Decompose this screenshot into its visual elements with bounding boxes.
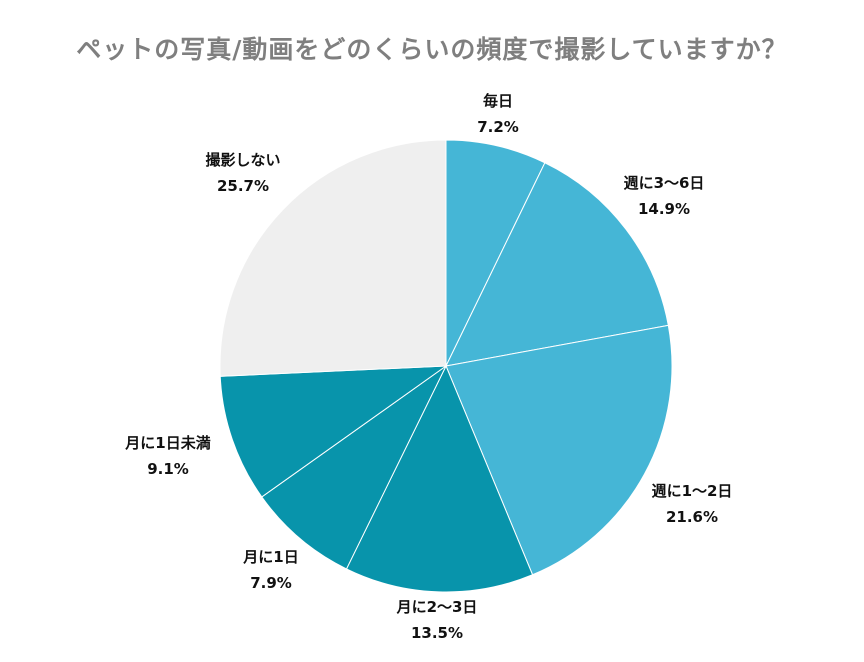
slice-label-name: 月に1日未満 — [125, 434, 211, 452]
slice-label-value: 14.9% — [637, 200, 691, 218]
pie-slice-never — [219, 139, 447, 377]
pie-slice-3-6-per-week — [445, 162, 669, 367]
slice-label-2-3-per-month: 月に2〜3日 13.5% — [397, 594, 478, 646]
pie-slice-2-3-per-month — [345, 364, 534, 593]
slice-label-value: 13.5% — [410, 624, 464, 642]
slice-label-name: 月に1日 — [243, 548, 299, 566]
slice-label-name: 毎日 — [482, 92, 514, 110]
slice-label-1-2-per-week: 週に1〜2日 21.6% — [652, 478, 733, 530]
pie-slice-1-2-per-week — [445, 324, 673, 576]
pie-slice-less-than-monthly — [219, 365, 448, 498]
slice-label-name: 撮影しない — [205, 151, 281, 169]
slice-label-value: 7.9% — [250, 574, 292, 592]
slice-label-3-6-per-week: 週に3〜6日 14.9% — [624, 170, 705, 222]
slice-label-value: 7.2% — [477, 118, 519, 136]
slice-label-value: 25.7% — [216, 177, 270, 195]
chart-title: ペットの写真/動画をどのくらいの頻度で撮影していますか？ — [76, 35, 788, 64]
slice-label-value: 21.6% — [665, 508, 719, 526]
slice-label-less-than-monthly: 月に1日未満 9.1% — [125, 430, 210, 482]
pie-slice-1-per-month — [261, 365, 447, 570]
slice-label-1-per-month: 月に1日 7.9% — [243, 544, 298, 596]
slice-label-value: 9.1% — [147, 460, 189, 478]
pie-slices — [219, 139, 673, 593]
pie-slice-daily — [445, 139, 546, 367]
slice-label-daily: 毎日 7.2% — [477, 88, 519, 140]
slice-label-name: 週に1〜2日 — [651, 482, 733, 500]
slice-label-name: 月に2〜3日 — [396, 598, 478, 616]
slice-label-name: 週に3〜6日 — [623, 174, 705, 192]
slice-label-never: 撮影しない 25.7% — [205, 147, 280, 199]
